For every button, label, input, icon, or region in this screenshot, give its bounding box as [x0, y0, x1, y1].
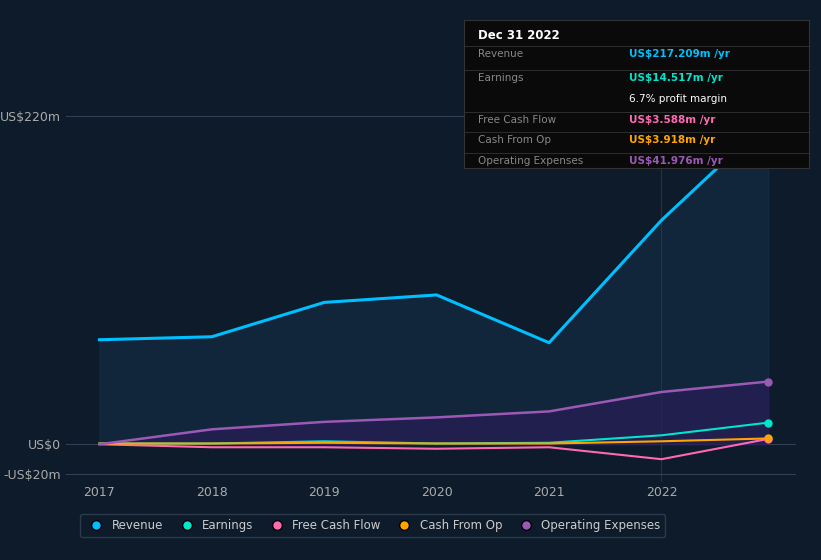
- Text: 6.7% profit margin: 6.7% profit margin: [630, 94, 727, 104]
- Text: Earnings: Earnings: [478, 73, 523, 83]
- Text: Dec 31 2022: Dec 31 2022: [478, 29, 559, 41]
- Text: Revenue: Revenue: [478, 49, 523, 59]
- Text: Operating Expenses: Operating Expenses: [478, 156, 583, 166]
- Text: Free Cash Flow: Free Cash Flow: [478, 115, 556, 124]
- Text: US$41.976m /yr: US$41.976m /yr: [630, 156, 723, 166]
- Text: US$14.517m /yr: US$14.517m /yr: [630, 73, 723, 83]
- Text: US$3.588m /yr: US$3.588m /yr: [630, 115, 716, 124]
- Legend: Revenue, Earnings, Free Cash Flow, Cash From Op, Operating Expenses: Revenue, Earnings, Free Cash Flow, Cash …: [80, 514, 665, 536]
- Text: US$3.918m /yr: US$3.918m /yr: [630, 136, 716, 146]
- Text: US$217.209m /yr: US$217.209m /yr: [630, 49, 730, 59]
- Text: Cash From Op: Cash From Op: [478, 136, 551, 146]
